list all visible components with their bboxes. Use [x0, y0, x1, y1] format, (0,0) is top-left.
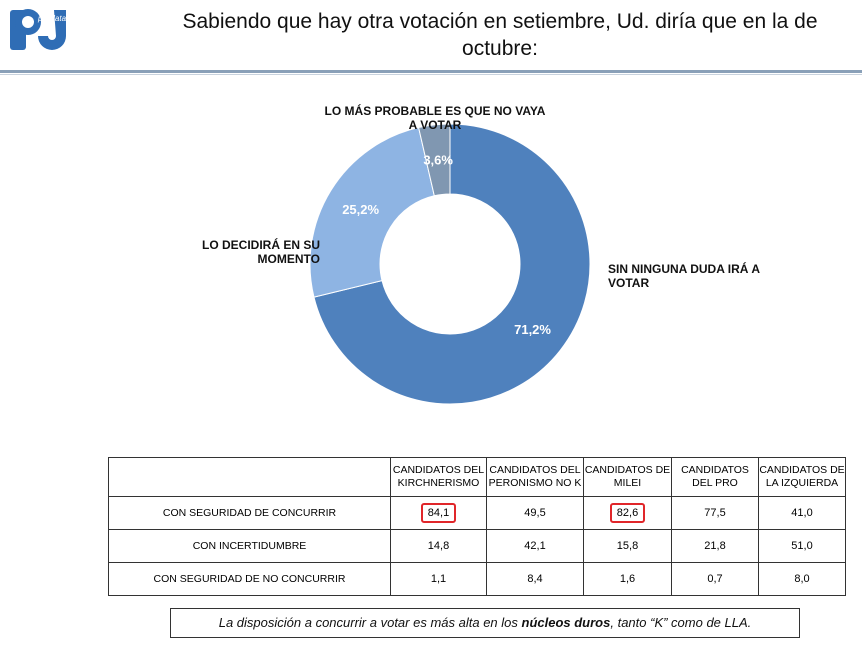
table-header-row: CANDIDATOS DEL KIRCHNERISMO CANDIDATOS D…	[108, 457, 846, 497]
value-label-decidira: 25,2%	[342, 202, 379, 217]
table-cell: 41,0	[758, 496, 846, 530]
slice-no-votar	[418, 123, 451, 197]
table-row: CON SEGURIDAD DE NO CONCURRIR 1,1 8,4 1,…	[108, 562, 846, 596]
svg-text:polldata: polldata	[37, 14, 67, 23]
page-title: Sabiendo que hay otra votación en setiem…	[182, 10, 818, 60]
table-cell: 21,8	[671, 529, 759, 563]
col-header: CANDIDATOS DE LA IZQUIERDA	[758, 457, 846, 497]
col-header: CANDIDATOS DEL PERONISMO NO K	[486, 457, 584, 497]
slice-decidira	[309, 126, 435, 298]
table-cell: 1,6	[583, 562, 672, 596]
header-divider-thin	[0, 74, 862, 75]
table-cell: 77,5	[671, 496, 759, 530]
footnote-text-start: La disposición a concurrir a votar es má…	[218, 615, 522, 630]
slice-sin-duda	[313, 123, 591, 405]
table-cell: 1,1	[390, 562, 487, 596]
candidates-table: CANDIDATOS DEL KIRCHNERISMO CANDIDATOS D…	[108, 457, 846, 596]
highlighted-value: 84,1	[420, 503, 457, 523]
col-header: CANDIDATOS DE MILEI	[583, 457, 672, 497]
table-cell: 51,0	[758, 529, 846, 563]
label-sin-duda: SIN NINGUNA DUDA IRÁ A VOTAR	[608, 262, 760, 290]
table-cell: 84,1	[390, 496, 487, 530]
highlighted-value: 82,6	[609, 503, 646, 523]
footnote: La disposición a concurrir a votar es má…	[170, 608, 800, 638]
value-label-sin-duda: 71,2%	[514, 322, 551, 337]
col-header: CANDIDATOS DEL PRO	[671, 457, 759, 497]
header: polldata Sabiendo que hay otra votación …	[0, 0, 862, 75]
table-cell: 14,8	[390, 529, 487, 563]
donut-chart: 71,2% 25,2% 3,6%	[309, 123, 591, 405]
table-cell: 0,7	[671, 562, 759, 596]
header-divider	[0, 70, 862, 73]
table-cell: 42,1	[486, 529, 584, 563]
footnote-text-end: , tanto “K” como de LLA.	[610, 615, 752, 630]
table-cell: 8,4	[486, 562, 584, 596]
row-label: CON INCERTIDUMBRE	[108, 529, 391, 563]
table-row: CON INCERTIDUMBRE 14,8 42,1 15,8 21,8 51…	[108, 529, 846, 563]
row-label: CON SEGURIDAD DE NO CONCURRIR	[108, 562, 391, 596]
polldata-logo: polldata	[10, 9, 67, 50]
table-corner	[108, 457, 391, 497]
table-row: CON SEGURIDAD DE CONCURRIR 84,1 49,5 82,…	[108, 496, 846, 530]
label-no-votar: LO MÁS PROBABLE ES QUE NO VAYA A VOTAR	[324, 104, 546, 132]
value-label-no-votar: 3,6%	[423, 153, 453, 168]
table-cell: 15,8	[583, 529, 672, 563]
table-cell: 49,5	[486, 496, 584, 530]
row-label: CON SEGURIDAD DE CONCURRIR	[108, 496, 391, 530]
col-header: CANDIDATOS DEL KIRCHNERISMO	[390, 457, 487, 497]
label-decidira: LO DECIDIRÁ EN SU MOMENTO	[201, 238, 320, 266]
table-cell: 82,6	[583, 496, 672, 530]
footnote-emphasis: núcleos duros	[521, 615, 611, 630]
table-cell: 8,0	[758, 562, 846, 596]
